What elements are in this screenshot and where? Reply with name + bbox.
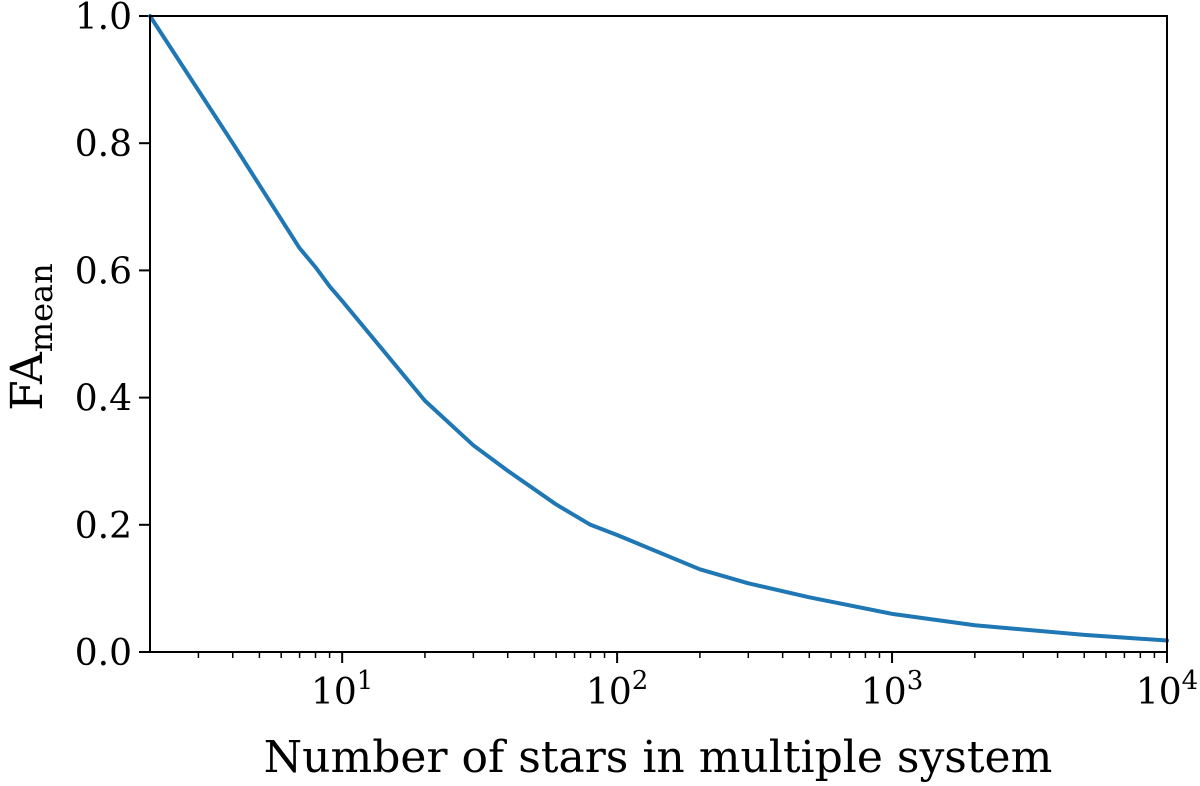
x-tick-label-base: 10 <box>861 672 907 713</box>
y-tick-label: 0.6 <box>75 251 132 292</box>
x-tick-label-exponent: 1 <box>357 666 374 696</box>
x-tick-label-exponent: 2 <box>632 666 649 696</box>
plot-frame <box>149 15 1168 653</box>
x-tick-label: 103 <box>861 666 923 713</box>
x-tick-label-base: 10 <box>1136 672 1182 713</box>
y-tick-label: 0.0 <box>75 633 132 674</box>
axis-ticks <box>139 15 1168 663</box>
x-tick-label: 101 <box>311 666 373 713</box>
y-tick-label: 0.8 <box>75 124 132 165</box>
x-tick-label: 104 <box>1136 666 1198 713</box>
x-tick-label-base: 10 <box>586 672 632 713</box>
x-tick-label-base: 10 <box>311 672 357 713</box>
y-axis-title-main: FA <box>2 351 53 411</box>
x-tick-label: 102 <box>586 666 648 713</box>
y-tick-label: 0.4 <box>75 379 132 420</box>
y-axis-title-subscript: mean <box>22 263 60 352</box>
y-tick-label: 1.0 <box>75 0 132 38</box>
series-line <box>148 14 1169 643</box>
x-tick-label-exponent: 4 <box>1182 666 1199 696</box>
x-tick-label-exponent: 3 <box>907 666 924 696</box>
series-layer <box>148 14 1169 643</box>
x-axis-title: Number of stars in multiple system <box>264 732 1053 783</box>
y-tick-label: 0.2 <box>75 506 132 547</box>
y-axis-title: FAmean <box>2 263 60 410</box>
